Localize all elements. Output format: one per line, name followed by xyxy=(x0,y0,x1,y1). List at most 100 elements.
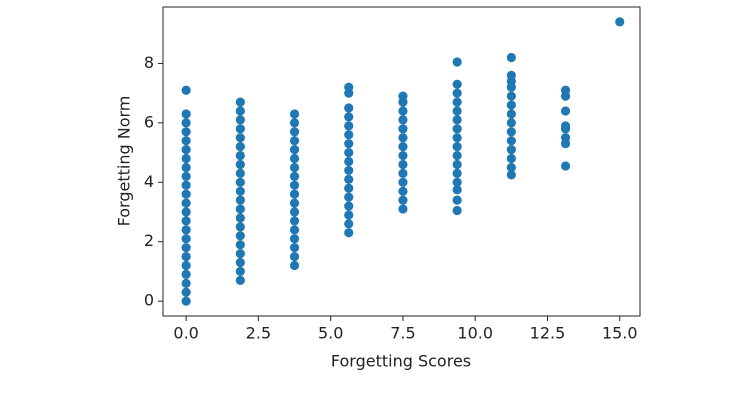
point xyxy=(560,161,571,171)
point xyxy=(344,130,354,140)
point xyxy=(289,216,300,226)
x-axis-label: Forgetting Scores xyxy=(331,352,471,371)
point xyxy=(181,127,191,137)
point xyxy=(289,243,300,253)
point xyxy=(398,142,408,152)
point xyxy=(235,115,245,125)
point xyxy=(506,91,516,101)
point xyxy=(506,136,516,146)
point xyxy=(344,210,354,220)
point xyxy=(289,234,300,244)
point xyxy=(398,91,408,101)
point xyxy=(235,213,245,223)
x-tick-label: 0.0 xyxy=(173,324,198,343)
point xyxy=(235,204,245,214)
point xyxy=(181,287,191,297)
point xyxy=(344,183,354,193)
y-tick-label: 2 xyxy=(144,231,154,250)
point xyxy=(181,153,191,164)
point xyxy=(344,147,354,158)
point xyxy=(452,79,462,89)
point xyxy=(235,168,245,178)
point xyxy=(289,251,300,262)
point xyxy=(181,243,191,253)
point xyxy=(344,121,354,131)
point xyxy=(452,142,462,152)
y-tick-label: 6 xyxy=(144,112,154,131)
point xyxy=(452,150,462,161)
point xyxy=(235,275,245,285)
point xyxy=(235,159,245,170)
x-tick-label: 7.5 xyxy=(390,324,415,343)
point xyxy=(181,85,191,95)
point xyxy=(289,127,300,137)
point xyxy=(452,177,462,187)
point xyxy=(560,106,571,116)
point xyxy=(506,145,516,155)
point xyxy=(181,171,191,181)
point xyxy=(289,180,300,190)
point xyxy=(235,222,245,232)
point xyxy=(398,186,408,196)
point xyxy=(506,162,516,173)
point xyxy=(452,205,462,216)
point xyxy=(235,97,245,107)
point xyxy=(235,124,245,134)
point xyxy=(181,180,191,190)
point xyxy=(289,207,300,217)
point xyxy=(615,17,625,27)
point xyxy=(235,133,245,143)
point xyxy=(398,124,408,134)
point xyxy=(344,156,354,167)
point xyxy=(398,204,408,214)
point xyxy=(506,70,516,80)
point xyxy=(344,165,354,176)
point xyxy=(289,153,300,164)
point xyxy=(235,249,245,259)
point xyxy=(560,133,571,143)
point xyxy=(506,100,516,110)
point xyxy=(344,201,354,211)
point xyxy=(344,228,354,238)
point xyxy=(235,142,245,152)
point xyxy=(289,162,300,173)
point xyxy=(344,112,354,122)
y-axis-label: Forgetting Norm xyxy=(115,96,134,227)
point xyxy=(506,118,516,128)
point xyxy=(289,118,300,128)
point xyxy=(452,57,462,67)
point xyxy=(452,159,462,170)
point xyxy=(181,234,191,244)
point xyxy=(235,266,245,277)
point xyxy=(398,133,408,143)
point xyxy=(560,121,571,131)
point xyxy=(452,133,462,143)
point xyxy=(398,195,408,205)
x-tick-label: 2.5 xyxy=(246,324,271,343)
point xyxy=(398,115,408,125)
point xyxy=(181,296,191,306)
point xyxy=(506,52,516,63)
point xyxy=(452,124,462,134)
point xyxy=(235,240,245,250)
point xyxy=(181,189,191,199)
point xyxy=(344,82,354,92)
point xyxy=(398,168,408,178)
point xyxy=(452,195,462,205)
point xyxy=(289,189,300,199)
point xyxy=(289,225,300,235)
point xyxy=(344,174,354,184)
point xyxy=(452,168,462,178)
y-tick-label: 4 xyxy=(144,172,154,191)
point xyxy=(506,153,516,164)
point xyxy=(506,109,516,119)
point xyxy=(181,278,191,288)
point xyxy=(452,106,462,116)
y-tick-label: 0 xyxy=(144,291,154,310)
point xyxy=(344,219,354,229)
point xyxy=(289,198,300,208)
point xyxy=(181,207,191,217)
point xyxy=(289,260,300,271)
point xyxy=(235,177,245,187)
